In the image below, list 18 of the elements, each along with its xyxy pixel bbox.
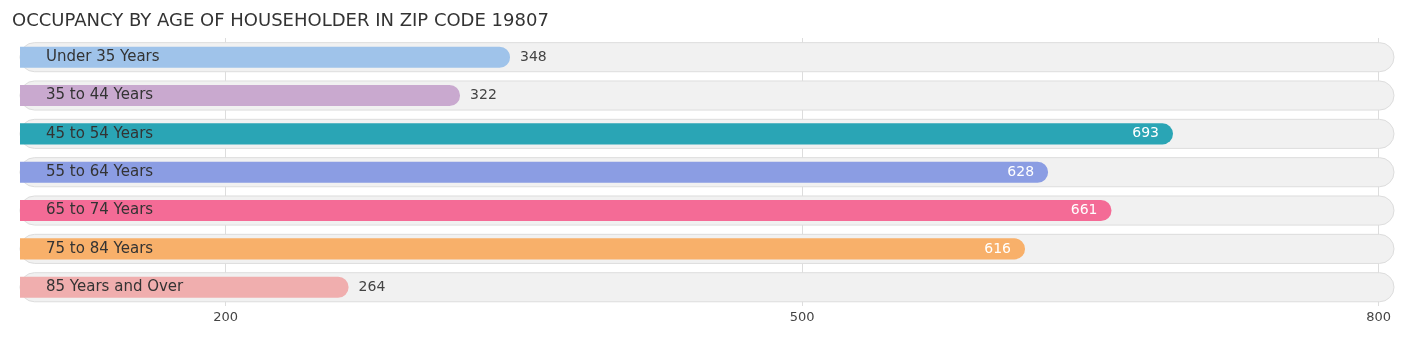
data-label: 693 bbox=[1132, 124, 1160, 141]
y-tick-label: 85 Years and Over bbox=[46, 277, 185, 296]
data-label: 628 bbox=[1007, 162, 1035, 179]
y-tick-label: 35 to 44 Years bbox=[46, 85, 154, 104]
x-tick-label: 500 bbox=[789, 308, 815, 324]
data-label: 264 bbox=[358, 277, 386, 294]
y-tick-label: 75 to 84 Years bbox=[46, 238, 154, 257]
y-tick-label: 45 to 54 Years bbox=[46, 123, 154, 142]
y-tick-label: 55 to 64 Years bbox=[46, 162, 154, 181]
data-label: 661 bbox=[1070, 201, 1098, 218]
data-label: 348 bbox=[520, 47, 547, 64]
x-tick-label: 800 bbox=[1366, 308, 1392, 324]
data-label: 322 bbox=[470, 86, 497, 103]
data-label: 616 bbox=[984, 239, 1012, 256]
x-tick-label: 200 bbox=[213, 308, 239, 324]
chart-title: OCCUPANCY BY AGE OF HOUSEHOLDER IN ZIP CODE 19807 bbox=[11, 8, 550, 32]
y-tick-label: 65 to 74 Years bbox=[46, 200, 154, 219]
y-tick-label: Under 35 Years bbox=[46, 47, 160, 66]
